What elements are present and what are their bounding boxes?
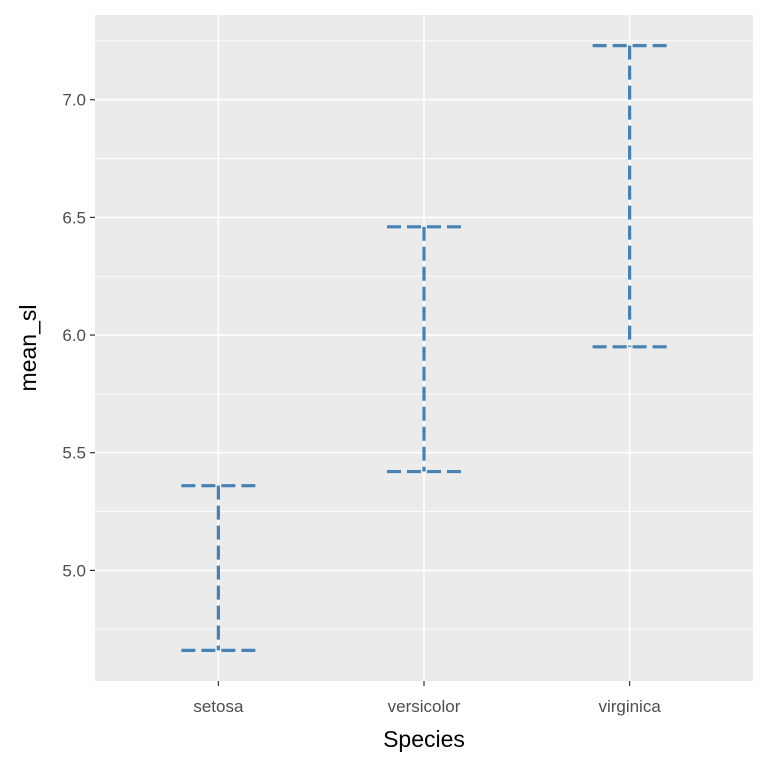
errorbars [181,43,667,653]
x-axis-title: Species [383,726,465,752]
y-tick-label: 6.5 [62,208,86,227]
x-axis: setosa versicolor virginica [193,681,661,716]
y-tick-label: 6.0 [62,326,86,345]
x-tick-label: setosa [193,697,244,716]
y-axis: 5.0 5.5 6.0 6.5 7.0 [62,91,95,580]
y-axis-title: mean_sl [15,305,41,392]
y-tick-label: 5.0 [62,561,86,580]
major-gridlines [95,15,753,681]
y-tick-label: 5.5 [62,444,86,463]
x-tick-label: virginica [598,697,661,716]
x-tick-label: versicolor [388,697,461,716]
y-tick-label: 7.0 [62,91,86,110]
